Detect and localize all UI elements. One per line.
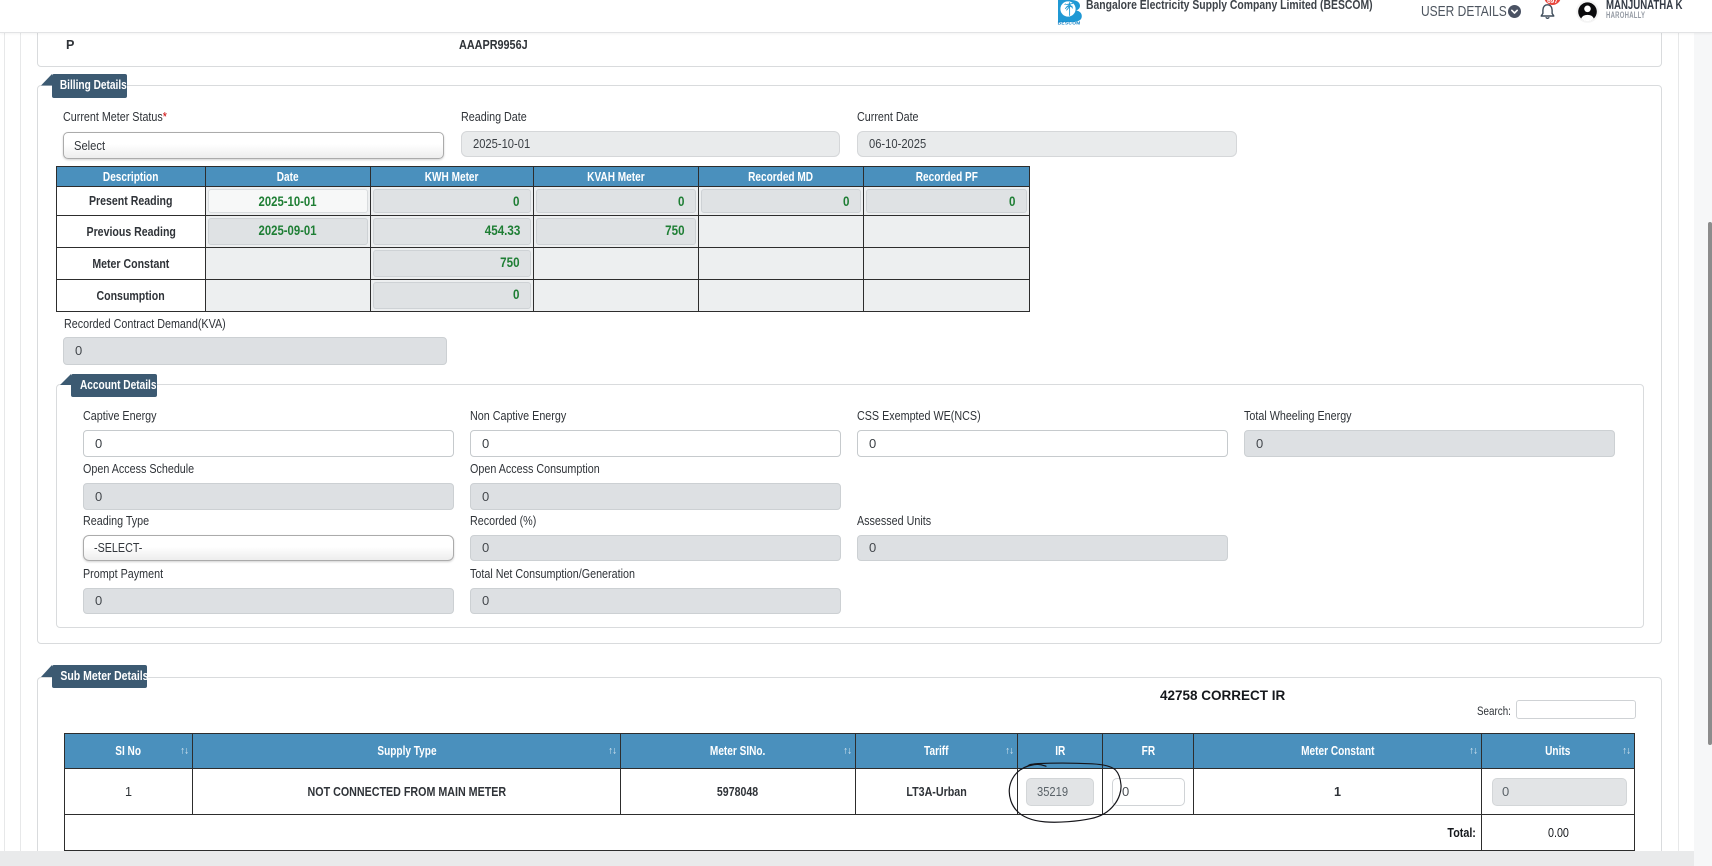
svg-text:BESCOM: BESCOM [1058,21,1081,25]
